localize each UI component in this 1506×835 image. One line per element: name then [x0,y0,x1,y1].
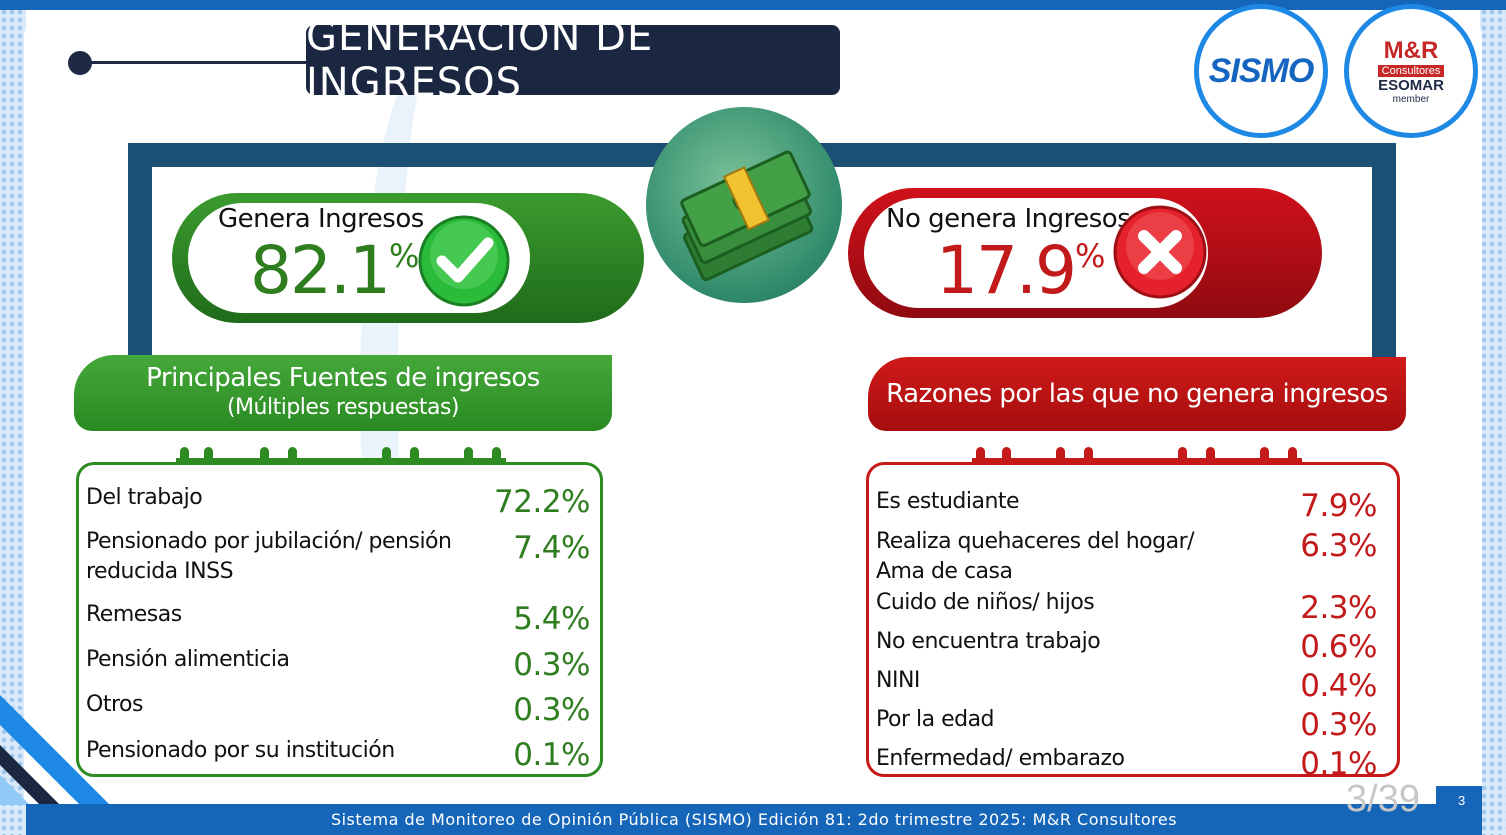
ring [180,447,189,475]
list-item-label: Cuido de niños/ hijos [876,590,1095,615]
esomar-text: ESOMAR [1378,77,1444,94]
no-genera-unit: % [1074,237,1105,275]
list-item-value: 0.3% [513,692,590,728]
list-item-value: 2.3% [1300,590,1377,626]
genera-number: 82.1 [250,232,391,309]
list-item-value: 0.1% [513,737,590,773]
sismo-logo-text: SISMO [1208,51,1315,90]
genera-label: Genera Ingresos [218,204,424,234]
list-item-label: NINI [876,668,920,693]
list-item-label: Pensión alimenticia [86,647,290,672]
list-item-value: 0.3% [513,647,590,683]
ring [288,447,297,475]
ring [464,447,473,475]
title-rule [80,61,312,64]
ring [260,447,269,475]
page-number-box [1436,786,1482,808]
list-item-value: 5.4% [513,601,590,637]
razones-list: Es estudiante 7.9% Realiza quehaceres de… [866,462,1400,781]
mr-consultores-logo: M&R Consultores ESOMAR member [1344,4,1478,138]
mr-logo-text: M&R [1383,37,1439,64]
ring [1260,447,1269,475]
list-item-label: Del trabajo [86,485,203,510]
footer-text: Sistema de Monitoreo de Opinión Pública … [26,804,1482,835]
list-item-label: Pensionado por su institución [86,738,395,763]
no-genera-number: 17.9 [936,232,1077,309]
list-item-label: Es estudiante [876,489,1020,514]
ring [410,447,419,475]
list-item-value: 7.9% [1300,488,1377,524]
fuentes-list: Del trabajo 72.2% Pensionado por jubilac… [76,462,603,777]
ring [1288,447,1297,475]
razones-title: Razones por las que no genera ingresos [886,379,1388,409]
top-border [0,0,1506,10]
list-item-label: Por la edad [876,707,995,732]
ring-rail [972,458,1302,463]
ring-rail [176,458,506,463]
genera-unit: % [388,237,419,275]
money-icon [646,107,842,303]
corner-stripes-decoration [0,695,110,805]
list-item-value: 0.4% [1300,668,1377,704]
ring [382,447,391,475]
ring [1056,447,1065,475]
list-item-label: Realiza quehaceres del hogar/ Ama de cas… [876,529,1195,584]
list-item-label: No encuentra trabajo [876,629,1101,654]
genera-value: 82.1% [250,232,419,309]
ring [204,447,213,475]
ring [1084,447,1093,475]
fuentes-subtitle: (Múltiples respuestas) [226,395,460,420]
ring [1178,447,1187,475]
list-item-label: Otros [86,692,143,717]
razones-header: Razones por las que no genera ingresos [868,357,1406,431]
list-item-value: 0.3% [1300,707,1377,743]
ring [1002,447,1011,475]
left-border-decoration [0,0,26,835]
page-title: GENERACIÓN DE INGRESOS [306,14,840,106]
esomar-member-text: member [1392,94,1430,105]
list-item-value: 7.4% [513,530,590,566]
list-item-value: 0.1% [1300,746,1377,782]
fuentes-title: Principales Fuentes de ingresos [146,363,540,393]
cross-icon [1112,204,1208,300]
list-item-label: Enfermedad/ embarazo [876,746,1125,771]
sismo-logo: SISMO [1194,4,1328,138]
no-genera-label: No genera Ingresos [886,204,1131,234]
list-item-value: 0.6% [1300,629,1377,665]
page-counter-overlay: 3/39 [1346,778,1420,820]
right-border-decoration [1480,0,1506,835]
ring [1206,447,1215,475]
list-item-label: Pensionado por jubilación/ pensión reduc… [86,529,452,584]
mr-logo-subtext: Consultores [1377,65,1445,77]
ring [976,447,985,475]
list-item-value: 72.2% [494,484,590,520]
page-number: 3 [1458,793,1466,808]
ring [492,447,501,475]
no-genera-value: 17.9% [936,232,1105,309]
list-item-value: 6.3% [1300,528,1377,564]
check-icon [418,215,510,307]
fuentes-header: Principales Fuentes de ingresos (Múltipl… [74,355,612,431]
list-item-label: Remesas [86,602,182,627]
